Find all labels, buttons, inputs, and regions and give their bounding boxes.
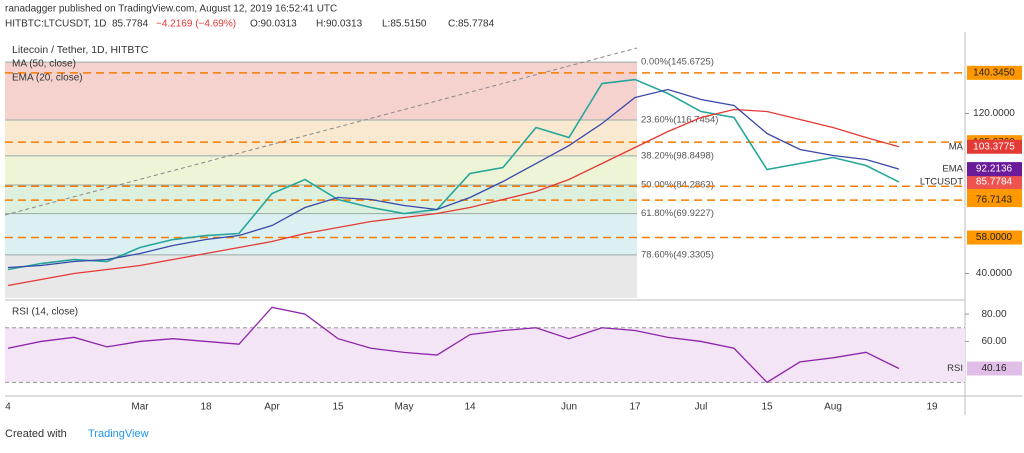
x-tick-label: 18 <box>200 402 212 413</box>
tag-value: 92.2136 <box>976 164 1013 175</box>
level-tag <box>967 193 1022 208</box>
tag-value: 85.7784 <box>976 177 1013 188</box>
symbol: HITBTC:LTCUSDT, 1D <box>5 19 107 30</box>
tag-name: MA <box>949 141 964 152</box>
x-tick-label: Jul <box>695 402 708 413</box>
open: O:90.0313 <box>250 19 297 30</box>
trend-line <box>4 47 638 216</box>
x-tick-label: 4 <box>5 402 11 413</box>
value-tag <box>967 162 1022 177</box>
low: L:85.5150 <box>382 19 427 30</box>
y-tick-label: 120.0000 <box>973 108 1015 119</box>
footer-created: Created with <box>5 428 67 440</box>
fib-label: 0.00%(145.6725) <box>641 57 714 68</box>
level-label: 76.7143 <box>976 195 1013 206</box>
fib-label: 38.20%(98.8498) <box>641 150 714 161</box>
fib-label: 78.60%(49.3305) <box>641 249 714 260</box>
level-label: 58.0000 <box>976 232 1013 243</box>
close: C:85.7784 <box>448 19 495 30</box>
chart-title: Litecoin / Tether, 1D, HITBTC <box>12 44 149 56</box>
rsi-band <box>5 327 965 383</box>
level-label: 140.3450 <box>973 67 1015 78</box>
fib-zone <box>5 213 637 255</box>
high: H:90.0313 <box>316 19 363 30</box>
fib-zone <box>5 62 637 121</box>
tag-name: LTCUSDT <box>920 176 963 187</box>
value-tag <box>967 361 1022 376</box>
x-tick-label: Apr <box>264 402 280 413</box>
x-tick-label: Jun <box>561 402 577 413</box>
x-tick-label: 15 <box>332 402 344 413</box>
rsi-title: RSI (14, close) <box>12 307 78 318</box>
legend-ma: MA (50, close) <box>12 59 76 70</box>
tag-name: RSI <box>947 363 963 374</box>
value-tag <box>967 139 1022 154</box>
tag-value: 40.16 <box>981 363 1006 374</box>
last-price: 85.7784 <box>112 19 149 30</box>
x-tick-label: 14 <box>464 402 476 413</box>
fib-label: 50.00%(84.2863) <box>641 179 714 190</box>
tag-name: EMA <box>942 164 963 175</box>
fib-zone <box>5 120 637 156</box>
y-tick-label: 40.0000 <box>976 268 1013 279</box>
footer-brand[interactable]: TradingView <box>88 428 149 440</box>
price-change: −4.2169 (−4.69%) <box>156 19 236 30</box>
level-tag <box>967 65 1022 80</box>
tag-value: 103.3775 <box>973 141 1015 152</box>
fib-zone <box>5 155 637 185</box>
y-tick-label: 60.00 <box>981 336 1006 347</box>
series-line <box>7 306 900 384</box>
fib-label: 61.80%(69.9227) <box>641 208 714 219</box>
y-tick-label: 80.00 <box>981 309 1006 320</box>
x-tick-label: 17 <box>629 402 641 413</box>
series-line <box>7 88 900 269</box>
value-tag <box>967 174 1022 189</box>
x-tick-label: Mar <box>131 402 149 413</box>
level-tag <box>967 230 1022 245</box>
fib-label: 23.60%(116.7454) <box>641 115 718 126</box>
series-line <box>7 78 900 271</box>
fib-zone <box>5 254 637 298</box>
x-tick-label: May <box>395 402 414 413</box>
series-line <box>7 108 900 287</box>
legend-ema: EMA (20, close) <box>12 73 83 84</box>
publisher: ranadagger published on TradingView.com,… <box>5 4 337 15</box>
x-tick-label: Aug <box>824 402 842 413</box>
x-tick-label: 19 <box>926 402 938 413</box>
x-tick-label: 15 <box>761 402 773 413</box>
